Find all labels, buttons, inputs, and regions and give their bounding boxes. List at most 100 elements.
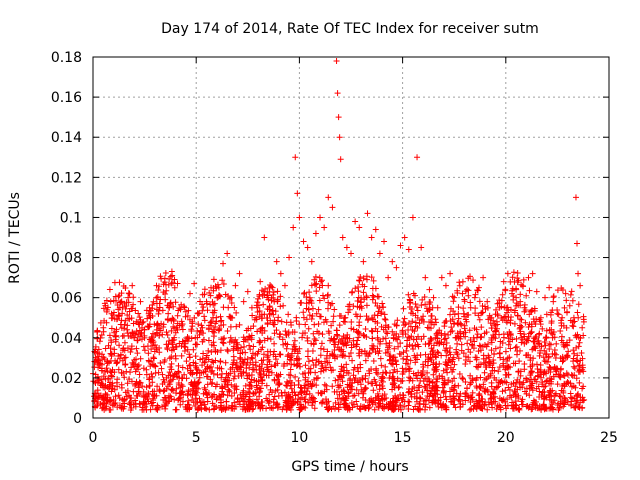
data-point [403, 356, 410, 363]
data-point [500, 360, 507, 367]
data-point [420, 363, 427, 370]
data-point [404, 353, 411, 360]
data-point [246, 393, 253, 400]
data-point [467, 372, 474, 379]
data-point [488, 325, 495, 332]
data-point [142, 403, 149, 410]
data-point [244, 288, 251, 295]
data-point [229, 405, 236, 412]
data-point [374, 328, 381, 335]
data-point [399, 396, 406, 403]
data-point [304, 353, 311, 360]
data-point [283, 382, 290, 389]
data-point [389, 373, 396, 380]
data-point [454, 340, 461, 347]
data-point [391, 406, 398, 413]
data-point [199, 324, 206, 331]
data-point [181, 340, 188, 347]
data-point [219, 277, 226, 284]
data-point [190, 346, 197, 353]
data-point [466, 381, 473, 388]
data-point [397, 406, 404, 413]
data-point [301, 396, 308, 403]
data-point [492, 345, 499, 352]
data-point [499, 317, 506, 324]
data-point [334, 90, 341, 97]
plot-frame [92, 56, 610, 419]
data-point [186, 354, 193, 361]
data-point [225, 292, 232, 299]
data-point [389, 328, 396, 335]
data-point [516, 358, 523, 365]
data-point [376, 400, 383, 407]
data-point [412, 300, 419, 307]
data-point [529, 387, 536, 394]
data-point [517, 330, 524, 337]
data-point [243, 370, 250, 377]
data-point [134, 337, 141, 344]
data-point [577, 357, 584, 364]
data-point [249, 355, 256, 362]
data-point [297, 401, 304, 408]
data-point [573, 375, 580, 382]
data-point [513, 286, 520, 293]
data-point [150, 397, 157, 404]
data-point [171, 284, 178, 291]
data-point [230, 353, 237, 360]
data-point [172, 370, 179, 377]
data-point [510, 269, 517, 276]
data-point [148, 370, 155, 377]
data-point [531, 318, 538, 325]
data-point [376, 250, 383, 257]
data-point [331, 306, 338, 313]
data-point [325, 194, 332, 201]
data-point [578, 350, 585, 357]
data-point [281, 389, 288, 396]
data-point [564, 308, 571, 315]
data-point [502, 313, 509, 320]
data-point [116, 342, 123, 349]
data-point [432, 316, 439, 323]
data-point [233, 323, 240, 330]
data-point [100, 394, 107, 401]
data-point [501, 314, 508, 321]
data-point [387, 356, 394, 363]
data-point [390, 354, 397, 361]
data-point [439, 375, 446, 382]
data-point [515, 394, 522, 401]
data-point [465, 394, 472, 401]
data-point [204, 307, 211, 314]
data-point [488, 335, 495, 342]
data-point [469, 377, 476, 384]
data-point [310, 395, 317, 402]
data-point [132, 356, 139, 363]
data-point [537, 350, 544, 357]
data-point [425, 397, 432, 404]
data-point [104, 368, 111, 375]
data-point [140, 343, 147, 350]
data-point [300, 290, 307, 297]
data-point [175, 307, 182, 314]
data-point [135, 310, 142, 317]
data-point [321, 224, 328, 231]
data-point [456, 282, 463, 289]
data-point [376, 381, 383, 388]
data-point [213, 285, 220, 292]
data-point [405, 334, 412, 341]
data-point [311, 376, 318, 383]
data-point [260, 301, 267, 308]
data-point [488, 395, 495, 402]
data-point [132, 368, 139, 375]
data-point [206, 364, 213, 371]
data-point [336, 391, 343, 398]
data-point [159, 331, 166, 338]
data-point [372, 285, 379, 292]
data-point [232, 336, 239, 343]
data-point [268, 363, 275, 370]
data-point [466, 327, 473, 334]
data-point [137, 298, 144, 305]
data-point [395, 343, 402, 350]
data-point [412, 354, 419, 361]
data-point [488, 347, 495, 354]
data-point [519, 381, 526, 388]
